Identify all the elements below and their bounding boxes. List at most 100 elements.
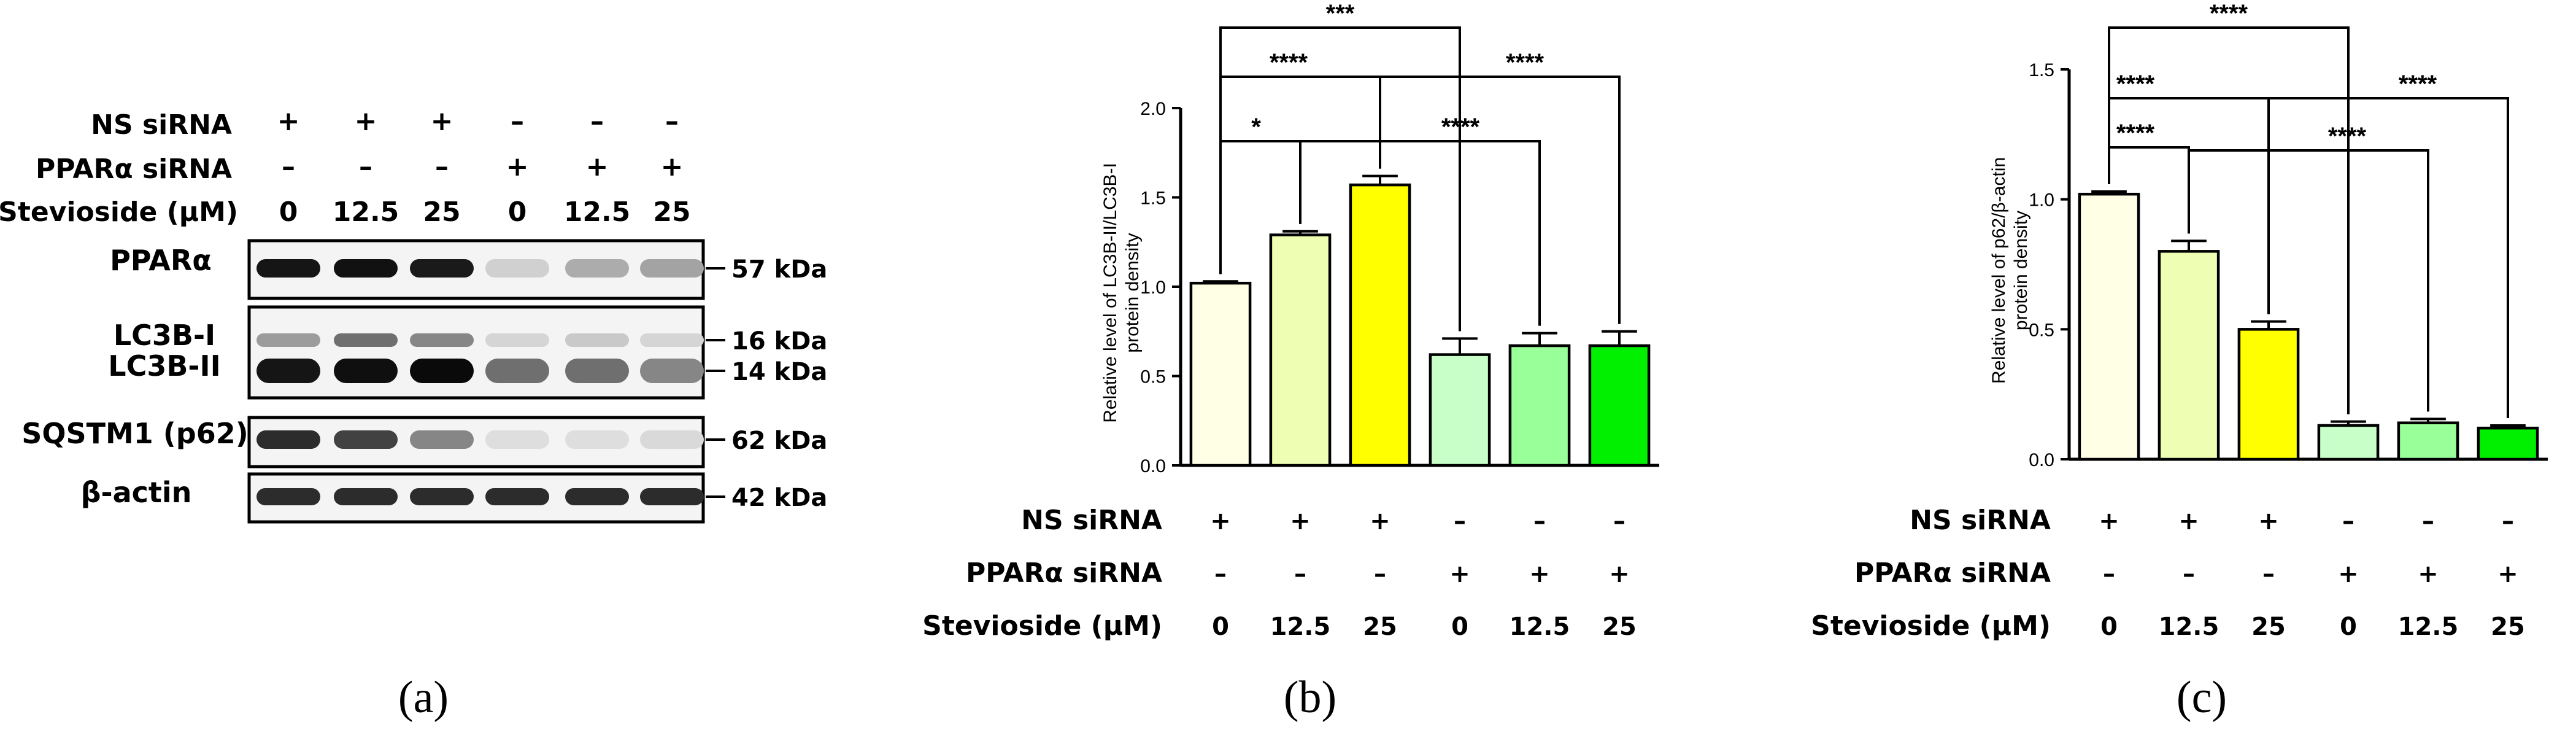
bar <box>1588 344 1651 467</box>
western-blot-panel: NS siRNA PPARα siRNA Stevioside (μM) + + +… <box>0 106 827 723</box>
band-4-lane-2 <box>410 488 474 505</box>
y-axis-label: protein density <box>2011 211 2031 330</box>
y-tick-label: 1.0 <box>2029 190 2054 211</box>
condition-value: + <box>2497 560 2518 588</box>
y-tick-label: 1.0 <box>1140 278 1166 298</box>
y-tick-label: 1.5 <box>1140 188 1166 209</box>
band-1-lane-2 <box>410 333 474 347</box>
wb-ppar-sirna-label: PPARα siRNA <box>36 153 232 185</box>
y-tick-label: 0.5 <box>2029 320 2054 340</box>
condition-value: 25 <box>1363 613 1397 641</box>
significance-bracket <box>1219 26 1461 332</box>
band-4-lane-1 <box>334 488 398 505</box>
bar <box>1189 281 1252 467</box>
bar <box>2397 421 2459 461</box>
band-label-lc3b-i: LC3B-I <box>114 319 215 352</box>
band-2-lane-5 <box>640 359 704 383</box>
band-0-lane-2 <box>410 259 474 278</box>
condition-value: + <box>2099 507 2119 535</box>
band-2-lane-3 <box>485 359 549 383</box>
band-2-lane-4 <box>565 359 629 383</box>
band-3-lane-2 <box>410 430 474 449</box>
band-2-lane-1 <box>334 359 398 383</box>
wb-dose-value: 25 <box>423 196 460 228</box>
band-label-ppara: PPARα <box>110 244 212 277</box>
wb-ppar-sign: – <box>435 151 449 182</box>
bar <box>2477 426 2539 461</box>
condition-row-label: PPARα siRNA <box>966 557 1162 589</box>
band-3-lane-0 <box>256 430 320 449</box>
condition-value: – <box>2342 507 2354 535</box>
condition-value: – <box>2422 507 2434 535</box>
band-0-lane-4 <box>565 259 629 278</box>
band-0-lane-0 <box>256 259 320 278</box>
band-1-lane-3 <box>485 333 549 347</box>
condition-value: 0 <box>1451 613 1468 641</box>
wb-dose-value: 0 <box>508 196 527 228</box>
condition-value: – <box>1613 507 1625 535</box>
condition-value: 25 <box>2491 613 2525 641</box>
y-tick-label: 1.5 <box>2029 60 2054 80</box>
wb-ppar-sign: + <box>506 151 529 182</box>
band-label-lc3b-ii: LC3B-II <box>108 349 220 383</box>
condition-value: 12.5 <box>2159 613 2219 641</box>
wb-ns-sign: – <box>665 106 679 137</box>
condition-value: 25 <box>2251 613 2286 641</box>
condition-row-label: Stevioside (μM) <box>922 610 1162 642</box>
wb-stevioside-label: Stevioside (μM) <box>0 196 238 228</box>
panel-label-c: (c) <box>2177 672 2227 723</box>
y-axis-label: Relative level of p62/β-actin <box>1989 157 2009 384</box>
y-axis-label: protein density <box>1122 233 1143 352</box>
mw-label-42: 42 kDa <box>731 484 827 512</box>
wb-dose-value: 12.5 <box>564 196 631 228</box>
significance-label: **** <box>2116 120 2155 147</box>
mw-label-16: 16 kDa <box>731 327 827 355</box>
band-1-lane-1 <box>334 333 398 347</box>
condition-value: 0 <box>2340 613 2357 641</box>
bar <box>1429 353 1491 467</box>
condition-value: 25 <box>1602 613 1637 641</box>
significance-label: **** <box>2116 71 2155 98</box>
condition-value: + <box>1370 507 1390 535</box>
condition-value: + <box>2418 560 2439 588</box>
condition-row-label: NS siRNA <box>1910 505 2051 536</box>
bar <box>1349 183 1411 467</box>
band-3-lane-1 <box>334 430 398 449</box>
condition-value: – <box>1214 560 1227 588</box>
condition-value: + <box>1449 560 1470 588</box>
bar <box>2237 328 2300 461</box>
condition-value: – <box>1454 507 1466 535</box>
bar <box>1269 233 1332 467</box>
band-3-lane-4 <box>565 430 629 449</box>
condition-value: 12.5 <box>1510 613 1570 641</box>
y-axis-label: Relative level of LC3B-II/LC3B-I <box>1100 163 1120 423</box>
significance-bracket <box>2188 149 2429 412</box>
significance-bracket <box>1299 140 1541 326</box>
condition-value: + <box>2338 560 2359 588</box>
mw-label-57: 57 kDa <box>731 255 827 284</box>
mw-label-14: 14 kDa <box>731 358 827 386</box>
band-3-lane-5 <box>640 430 704 449</box>
condition-row-label: PPARα siRNA <box>1854 557 2051 589</box>
significance-label: **** <box>1506 49 1544 76</box>
condition-row-label: Stevioside (μM) <box>1811 610 2051 642</box>
band-4-lane-4 <box>565 488 629 505</box>
wb-ppar-sign: + <box>661 151 684 182</box>
wb-ppar-sign: – <box>282 151 295 182</box>
condition-value: + <box>2178 507 2199 535</box>
band-0-lane-5 <box>640 259 704 278</box>
condition-value: + <box>1290 507 1311 535</box>
condition-value: + <box>1210 507 1231 535</box>
condition-value: + <box>2258 507 2279 535</box>
panel-label-a: (a) <box>398 672 449 723</box>
condition-value: – <box>1374 560 1386 588</box>
wb-ppar-sign: + <box>586 151 609 182</box>
y-tick-label: 2.0 <box>1140 99 1166 119</box>
significance-bracket <box>2267 97 2509 418</box>
significance-label: * <box>1251 114 1261 141</box>
bar <box>2158 250 2220 461</box>
condition-value: – <box>2103 560 2115 588</box>
band-1-lane-0 <box>256 333 320 347</box>
wb-blot-strips <box>247 239 705 524</box>
